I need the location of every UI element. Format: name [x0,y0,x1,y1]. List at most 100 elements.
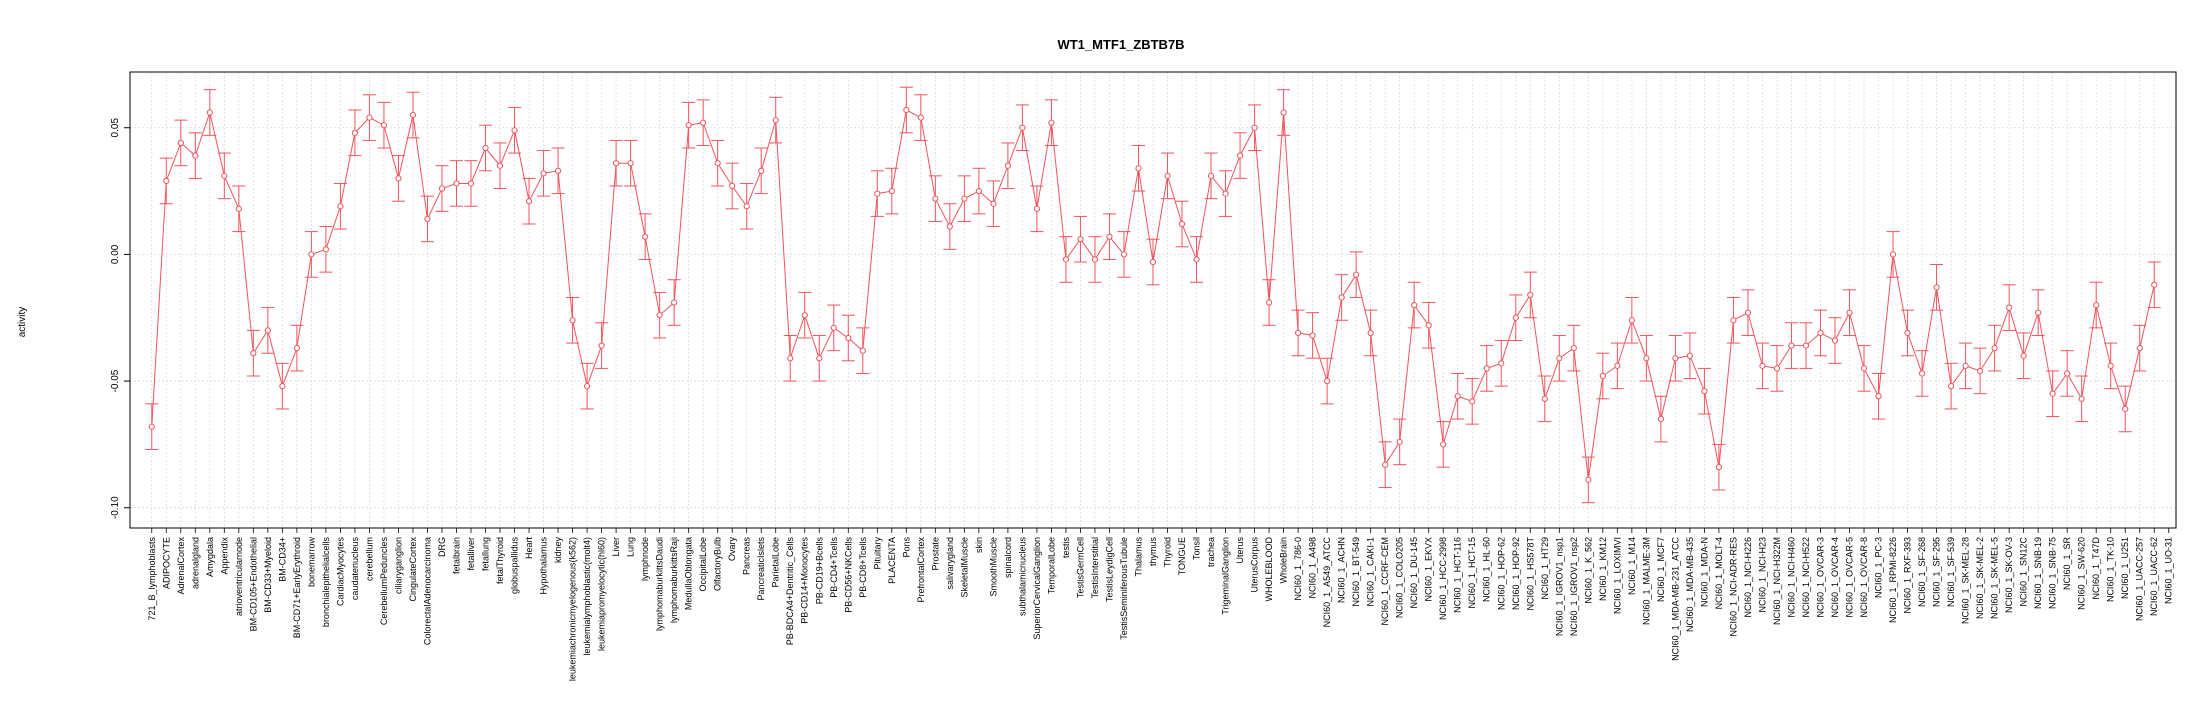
x-tick-label: NCI60_1_SK-OV-3 [2004,537,2014,613]
x-tick-label: PrefrontalCortex [916,537,926,603]
x-tick-label: NCI60_1_BT-549 [1351,537,1361,607]
data-point [1178,220,1186,228]
x-tick-label: WHOLEBLOOD [1264,537,1274,602]
x-tick-label: CingulateCortex [408,537,418,602]
data-point [700,119,707,126]
x-tick-label: Uterus [1235,537,1245,564]
x-tick-label: Lung [626,537,636,557]
data-point [1251,124,1258,131]
x-tick-label: NCI60_1_U251 [2120,537,2130,599]
x-tick-label: TestisGermCell [1075,537,1085,598]
data-point [1933,284,1940,291]
data-point [438,185,446,192]
x-tick-label: Hypothalamus [539,537,549,595]
x-tick-label: NCI60_1_MCF7 [1656,537,1666,602]
y-tick-label: 0.00 [110,244,121,264]
data-point [627,160,634,167]
x-tick-label: lymphomaburkittsRaji [669,537,679,623]
data-point [467,180,475,187]
data-point [743,203,750,210]
x-tick-label: NCI60_1_PC-3 [1874,537,1884,598]
data-point [1454,393,1461,400]
data-point [163,177,170,185]
data-point [1512,314,1519,321]
x-tick-label: BM-CD71+EarlyErythroid [292,537,302,638]
x-tick-label: NCI60_1_CCRF-CEM [1380,537,1390,626]
data-point [206,109,213,116]
x-tick-label: Appendix [219,537,229,575]
data-point [1106,233,1113,240]
data-point [729,182,736,190]
x-tick-label: Thyroid [1163,537,1173,567]
x-tick-label: NCI60_1_HCT-116 [1453,537,1463,613]
x-tick-label: OccipitalLobe [698,537,708,592]
data-point [1541,395,1548,402]
data-point [1701,388,1708,395]
data-point [1599,372,1606,380]
x-tick-label: NCI60_1_HCT-15 [1467,537,1477,609]
x-tick-label: ADIPOCYTE [161,537,171,589]
x-tick-label: UterusCorpus [1250,537,1260,593]
data-point [859,347,866,354]
data-point [409,111,417,119]
data-point [2006,304,2013,311]
x-tick-label: WholeBrain [1279,537,1289,584]
x-tick-label: leukemiachronicmyelogenous(k562) [568,537,578,681]
x-tick-label: cerebellum [364,537,374,581]
x-tick-label: Amygdala [205,537,215,577]
x-tick-label: NCI60_1_SK-MEL-5 [1990,537,2000,619]
x-tick-label: NCI60_1_ACHN [1337,537,1347,603]
data-point [787,355,794,362]
x-tick-label: Prostate [930,537,940,571]
data-point [1048,119,1055,126]
x-tick-label: NCI60_1_MOLT-4 [1714,537,1724,609]
y-tick-label: -0.10 [110,496,121,519]
data-point [1643,355,1650,362]
data-point [583,383,591,390]
data-point [1570,345,1577,352]
data-point [2122,405,2129,413]
data-point [1585,476,1592,483]
data-point [1353,271,1360,278]
data-point [1744,309,1752,316]
x-tick-label: NCI60_1_MDA-MB-435 [1685,537,1695,632]
y-tick-label: 0.05 [110,118,121,138]
data-point [1062,256,1070,263]
data-point [1193,256,1200,263]
data-point [1019,124,1026,131]
x-tick-label: ciliaryganglion [393,537,403,594]
x-tick-label: DRG [437,537,447,557]
x-tick-label: skin [974,537,984,553]
x-tick-label: Thalamus [1133,537,1143,577]
data-point [1556,355,1563,362]
x-tick-label: SuperiorCervicalGanglion [1032,537,1042,640]
data-point [525,198,533,205]
data-point [1033,205,1041,212]
x-tick-label: bonemarrow [306,537,316,588]
x-tick-label: BM-CD105+Endothelial [248,537,258,631]
x-tick-label: kidney [553,537,563,564]
data-point [1324,377,1331,385]
y-tick-label: -0.05 [110,369,121,392]
x-tick-label: CardiacMyocytes [335,537,345,607]
x-tick-label: 721_B_lymphoblasts [147,537,157,621]
x-tick-label: PLACENTA [887,537,897,584]
x-tick-label: NCI60_1_MDA-N [1699,537,1709,607]
data-point [830,324,837,331]
x-tick-label: NCI60_1_HT29 [1540,537,1550,600]
x-tick-label: NCI60_1_RPMI-8226 [1888,537,1898,623]
y-axis-label: activity [17,307,28,338]
data-point [2078,395,2085,402]
x-tick-label: Liver [611,537,621,557]
x-tick-label: NCI60_1_A549_ATCC [1322,537,1332,628]
data-point [932,195,939,202]
x-tick-label: testis [1061,537,1071,559]
x-tick-label: atrioventricularnode [234,537,244,616]
data-point [1338,294,1345,301]
data-point [946,223,953,230]
data-point [322,246,329,253]
data-point [642,233,649,240]
x-tick-label: PB-CD19+Bcells [814,537,824,605]
